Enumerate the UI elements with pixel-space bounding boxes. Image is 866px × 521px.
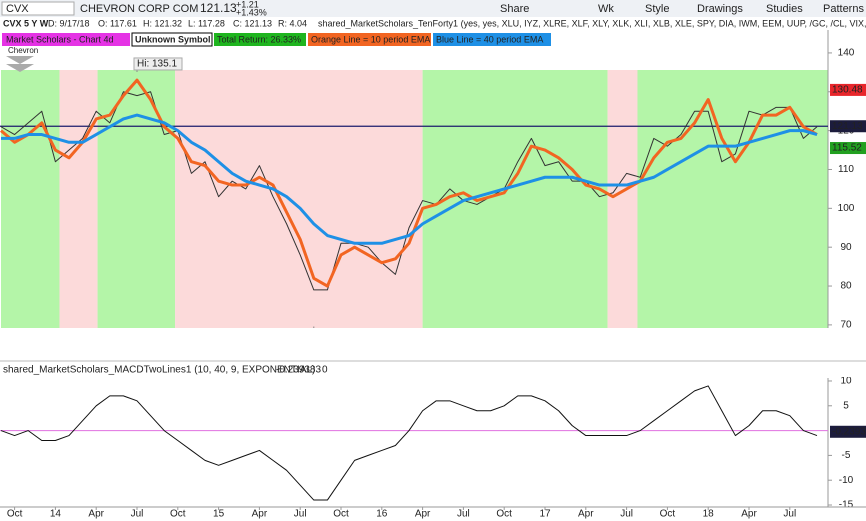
x-tick-label: 14 bbox=[50, 509, 62, 520]
timeframe-button[interactable]: Wk bbox=[598, 3, 614, 15]
studies-button[interactable]: Studies bbox=[766, 3, 803, 15]
share-button[interactable]: Share bbox=[500, 3, 529, 15]
price-tag-label: 130.48 bbox=[832, 85, 863, 96]
x-tick-label: Oct bbox=[660, 509, 676, 520]
legend-text: Orange Line = 10 period EMA bbox=[311, 34, 430, 44]
info-range: R: 4.04 bbox=[278, 18, 307, 28]
y-tick-label: 110 bbox=[838, 164, 854, 175]
legend-badge bbox=[214, 33, 306, 46]
x-tick-label: Apr bbox=[578, 509, 594, 520]
x-tick-label: Oct bbox=[170, 509, 186, 520]
study-header bbox=[0, 363, 866, 377]
info-low: L: 117.28 bbox=[188, 18, 225, 28]
info-close: C: 121.13 bbox=[233, 18, 272, 28]
study-readout: 0 bbox=[322, 365, 328, 376]
x-tick-label: Jul bbox=[457, 509, 470, 520]
x-tick-label: Apr bbox=[415, 509, 431, 520]
collapse-icon[interactable] bbox=[6, 56, 34, 72]
x-tick-label: 17 bbox=[539, 509, 551, 520]
signal-region bbox=[97, 70, 176, 328]
price-tag-label: 121.13 bbox=[832, 121, 863, 132]
toolbar bbox=[0, 0, 866, 17]
y-tick-label: -15 bbox=[839, 500, 854, 511]
change-pct: +1.43% bbox=[236, 7, 267, 17]
info-symbol: CVX 5 Y W bbox=[3, 18, 49, 28]
y-tick-label: -10 bbox=[839, 475, 854, 486]
signal-region bbox=[422, 70, 608, 328]
legend-text: Blue Line = 40 period EMA bbox=[436, 34, 543, 44]
series-line bbox=[0, 91, 818, 291]
legend-text: Unknown Symbol bbox=[135, 34, 211, 44]
y-tick-label: 140 bbox=[838, 48, 855, 59]
price-tag bbox=[830, 83, 866, 96]
info-high: H: 121.32 bbox=[143, 18, 182, 28]
signal-region bbox=[637, 70, 828, 328]
x-tick-label: 18 bbox=[703, 509, 715, 520]
legend-text: Total Return: 26.33% bbox=[217, 34, 301, 44]
x-tick-label: 16 bbox=[376, 509, 388, 520]
study-title: shared_MarketScholars_MACDTwoLines1 (10,… bbox=[3, 365, 315, 376]
price-tag bbox=[830, 142, 866, 155]
signal-region bbox=[59, 70, 98, 328]
symbol: CVX bbox=[6, 3, 29, 15]
info-date: D: 9/17/18 bbox=[48, 18, 90, 28]
info-row: CVX 5 Y W D: 9/17/18 O: 117.61 H: 121.32… bbox=[3, 18, 866, 28]
style-button[interactable]: Style bbox=[645, 3, 669, 15]
company-tag: Chevron bbox=[8, 46, 38, 55]
extreme-box bbox=[133, 57, 183, 71]
drawings-button[interactable]: Drawings bbox=[697, 3, 743, 15]
info-open: O: 117.61 bbox=[98, 18, 137, 28]
change: +1.21 bbox=[236, 0, 259, 9]
price-tag-label: 115.52 bbox=[832, 143, 862, 154]
pane-background bbox=[0, 378, 828, 507]
company-name: CHEVRON CORP COM bbox=[80, 3, 198, 15]
x-tick-label: Jul bbox=[783, 509, 796, 520]
y-tick-label: -5 bbox=[842, 450, 851, 461]
x-tick-label: Jul bbox=[294, 509, 307, 520]
legend-badge bbox=[2, 33, 130, 46]
y-tick-label: 90 bbox=[840, 242, 852, 253]
symbol-box[interactable] bbox=[1, 1, 75, 16]
x-tick-label: Apr bbox=[88, 509, 104, 520]
legend-badge bbox=[308, 33, 431, 46]
signal-region bbox=[607, 70, 638, 328]
y-tick-label: 70 bbox=[840, 320, 852, 331]
x-tick-label: Jul bbox=[620, 509, 633, 520]
panes: 708090100110120130140130.48121.13115.52H… bbox=[0, 30, 866, 520]
y-tick-label: 10 bbox=[840, 376, 852, 387]
price-axis bbox=[828, 30, 866, 328]
price-axis bbox=[828, 378, 866, 507]
signal-region bbox=[1, 70, 60, 328]
x-tick-label: Apr bbox=[252, 509, 268, 520]
x-tick-label: 15 bbox=[213, 509, 225, 520]
x-tick-label: Jul bbox=[131, 509, 144, 520]
study-readout: -0.239383 bbox=[276, 365, 321, 376]
x-tick-label: Apr bbox=[741, 509, 757, 520]
x-tick-label: Oct bbox=[7, 509, 23, 520]
y-tick-label: 5 bbox=[843, 400, 849, 411]
last-price: 121.13 bbox=[200, 1, 237, 15]
series-line bbox=[0, 78, 818, 288]
price-tag bbox=[830, 120, 866, 133]
x-tick-label: Oct bbox=[496, 509, 512, 520]
x-tick-label: Oct bbox=[333, 509, 349, 520]
legend-text: Market Scholars - Chart 4d bbox=[6, 34, 114, 44]
y-tick-label: 100 bbox=[838, 203, 855, 214]
signal-region bbox=[175, 70, 423, 328]
legend-badge bbox=[131, 32, 213, 47]
info-study: shared_MarketScholars_TenForty1 (yes, ye… bbox=[318, 18, 866, 28]
price-tag-label: -0.2393 bbox=[832, 426, 866, 437]
price-tag bbox=[830, 425, 866, 438]
series-line bbox=[0, 385, 818, 501]
extreme-label: Hi: 135.1 bbox=[137, 59, 177, 70]
y-tick-label: 80 bbox=[840, 281, 852, 292]
patterns-button[interactable]: Patterns bbox=[823, 3, 864, 15]
dividend-strip bbox=[0, 328, 828, 360]
legend-badge bbox=[433, 33, 551, 46]
series-line bbox=[1, 113, 818, 245]
